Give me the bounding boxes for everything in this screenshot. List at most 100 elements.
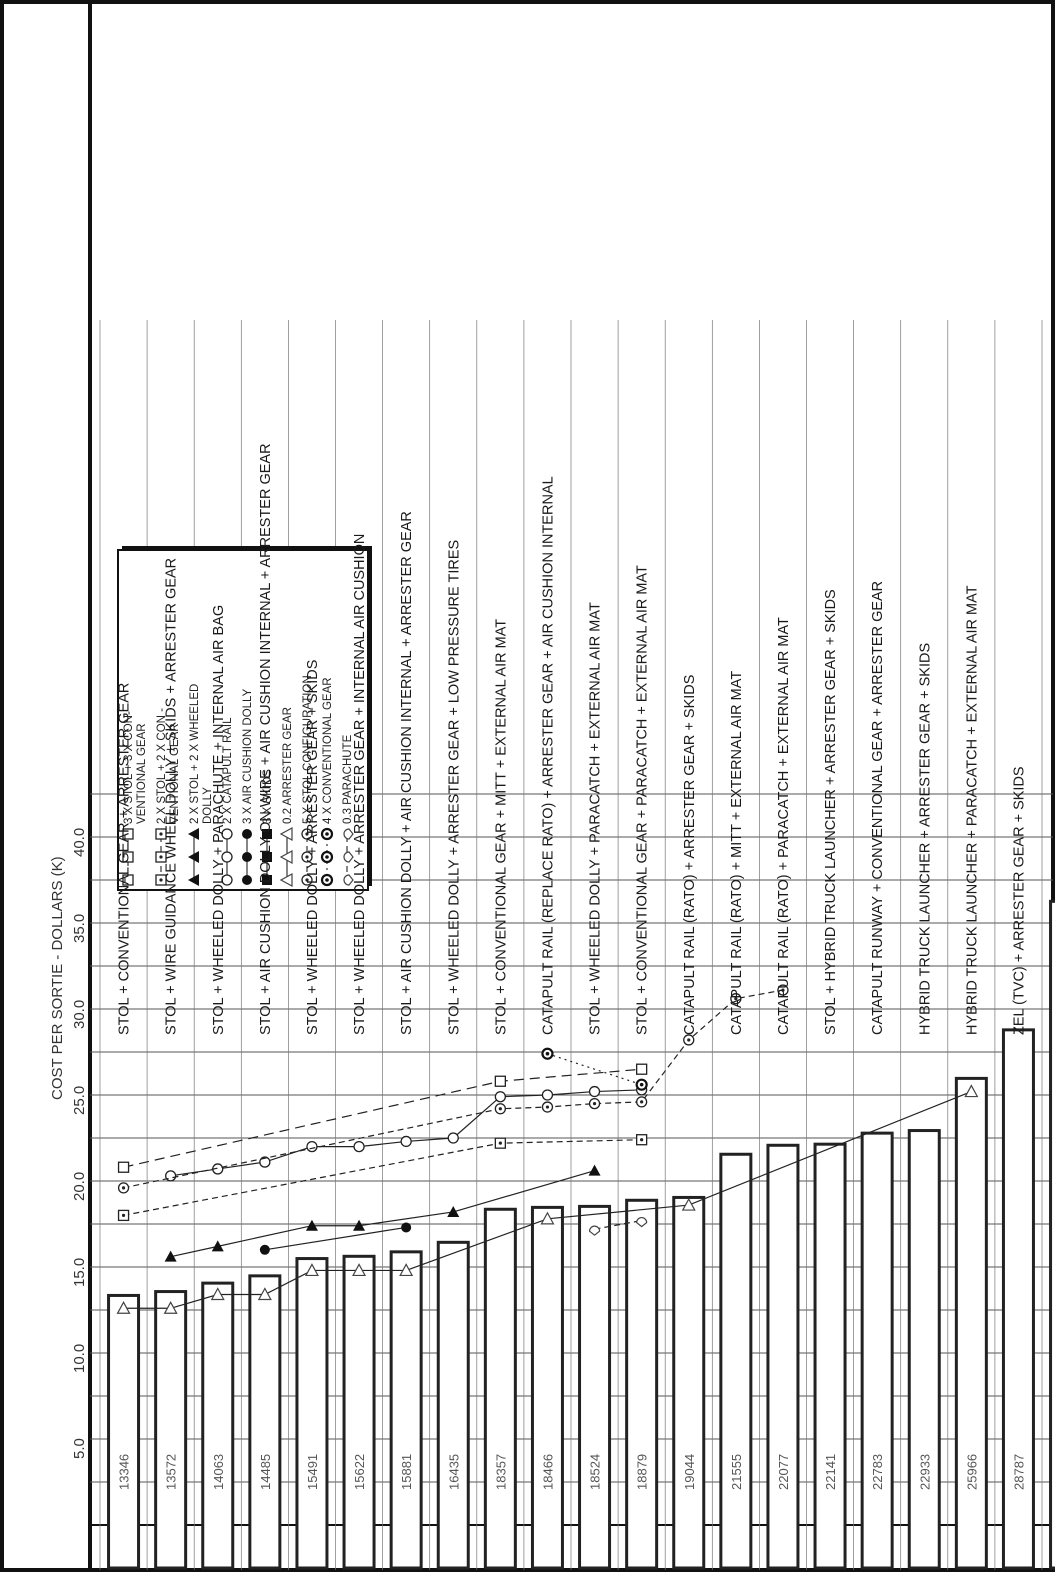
series-point xyxy=(259,1244,270,1255)
legend-entry-label: DOLLY xyxy=(202,787,214,824)
category-labels: STOL + CONVENTIONAL GEAR + ARRESTER GEAR… xyxy=(117,443,1028,1035)
bar xyxy=(766,1143,800,1570)
category-label: HYBRID TRUCK LAUNCHER + PARACATCH + EXTE… xyxy=(964,585,980,1035)
series-point xyxy=(343,874,354,886)
legend-entry-label: 5 X STOL CONFIGURATION xyxy=(302,675,314,824)
series-point xyxy=(122,851,134,863)
bar xyxy=(342,1254,376,1570)
series-point xyxy=(262,829,272,839)
bar-value-label: 14063 xyxy=(211,1454,226,1490)
bar-value-label: 13572 xyxy=(164,1454,179,1490)
category-label: STOL + AIR CUSHION DOLLY + AIR CUSHION I… xyxy=(399,511,415,1035)
series-point xyxy=(541,1089,554,1101)
bar-value-label: 25966 xyxy=(964,1454,979,1490)
legend: 3 X STOL + 3 X CON- VENTIONAL GEAR 2 X STO… xyxy=(117,546,372,891)
series-point xyxy=(188,874,199,886)
series-point xyxy=(262,875,272,885)
series-point xyxy=(588,1164,601,1176)
series-point xyxy=(320,873,334,887)
category-label: ZEL (TVC) + ARRESTER GEAR + SKIDS xyxy=(1011,766,1027,1035)
bar xyxy=(295,1257,329,1570)
bar xyxy=(1049,899,1055,1570)
value-tick-label: 20.0 xyxy=(71,1172,88,1201)
series-point xyxy=(155,828,167,840)
series-point xyxy=(681,1197,696,1211)
series-point xyxy=(164,1250,177,1262)
series-point xyxy=(279,849,293,865)
series-point xyxy=(301,851,313,863)
category-label: STOL + WHEELED DOLLY + ARRESTER GEAR + I… xyxy=(352,534,368,1035)
bar xyxy=(672,1195,706,1570)
value-tick-label: 15.0 xyxy=(71,1258,88,1287)
series-point xyxy=(155,851,167,863)
series-point xyxy=(494,1137,507,1149)
category-label: STOL + CONVENTIONAL GEAR + ARRESTER GEAR xyxy=(117,683,133,1035)
series-point xyxy=(279,826,293,842)
bar-value-label: 15881 xyxy=(399,1454,414,1490)
legend-entry-label: 2 X STOL + 2 X WHEELED xyxy=(189,684,201,824)
series-point xyxy=(279,872,293,888)
series-point xyxy=(305,1219,318,1231)
category-label: STOL + AIR CUSHION DOLLY ON WIRE + AIR C… xyxy=(258,443,274,1035)
category-label: STOL + HYBRID TRUCK LAUNCHER + ARRESTER … xyxy=(823,589,839,1035)
series-point xyxy=(155,874,167,886)
series-point xyxy=(494,1075,507,1087)
category-label: STOL + CONVENTIONAL GEAR + MITT + EXTERN… xyxy=(493,619,509,1035)
series-point xyxy=(777,984,789,996)
series-point xyxy=(400,1135,412,1148)
value-axis-title: COST PER SORTIE - DOLLARS (K) xyxy=(49,856,66,1100)
bar-value-label: 22933 xyxy=(917,1454,932,1490)
series-point xyxy=(188,828,199,840)
bar-value-label: 22783 xyxy=(870,1454,885,1490)
category-label: STOL + WHEELED DOLLY + ARRESTER GEAR + S… xyxy=(305,660,321,1035)
bar-value-label: 13346 xyxy=(117,1454,132,1490)
bar-value-label: 22141 xyxy=(823,1454,838,1490)
value-tick-label: 10.0 xyxy=(71,1344,88,1373)
value-tick-label: 25.0 xyxy=(71,1086,88,1115)
series-point xyxy=(541,1047,554,1060)
series-point xyxy=(306,1140,318,1153)
series-lines xyxy=(116,984,979,1314)
series-point xyxy=(588,1085,601,1098)
series-point xyxy=(320,850,334,864)
series-point xyxy=(117,1209,130,1222)
bar xyxy=(578,1204,612,1570)
series-point xyxy=(683,1034,695,1046)
series-point xyxy=(242,852,252,862)
series-point xyxy=(401,1222,412,1233)
value-tick-labels: 5.0 10.0 15.0 20.0 25.0 30.0 35.0 40.0 xyxy=(71,828,88,1459)
legend-entry-label: 3 X STOL + 3 X CON- xyxy=(123,711,135,824)
bar-value-label: 18879 xyxy=(635,1454,650,1490)
bar xyxy=(154,1290,188,1570)
series-point xyxy=(447,1132,459,1144)
bar-value-label: 22077 xyxy=(776,1454,791,1490)
bar xyxy=(530,1205,564,1570)
series-point xyxy=(320,827,334,841)
series-point xyxy=(221,874,233,886)
series-point xyxy=(352,1263,367,1277)
series-line xyxy=(594,1219,642,1230)
bar-value-label: 15622 xyxy=(352,1454,367,1490)
series-point xyxy=(301,874,313,886)
bar-value-label: 18524 xyxy=(588,1454,603,1490)
bar xyxy=(954,1076,988,1570)
series-point xyxy=(257,1287,272,1301)
series-point xyxy=(117,1161,130,1173)
value-tick-label: 40.0 xyxy=(71,828,88,857)
series-point xyxy=(730,993,742,1005)
series-line xyxy=(123,989,784,1189)
series-line xyxy=(170,1170,595,1258)
series-point xyxy=(541,1101,554,1113)
series-point xyxy=(588,1225,601,1236)
bar xyxy=(201,1281,235,1570)
series-point xyxy=(964,1084,979,1098)
series-point xyxy=(447,1205,460,1217)
series-point xyxy=(210,1287,225,1301)
series-point xyxy=(353,1140,365,1153)
legend-entry-label: VENTIONAL GEAR xyxy=(136,723,148,824)
legend-entry-label: 2 X CATAPULT RAIL xyxy=(222,717,234,824)
bar xyxy=(107,1293,141,1570)
series-point xyxy=(494,1091,507,1103)
category-label: CATAPULT RAIL (RATO) + MITT + EXTERNAL A… xyxy=(729,671,745,1035)
